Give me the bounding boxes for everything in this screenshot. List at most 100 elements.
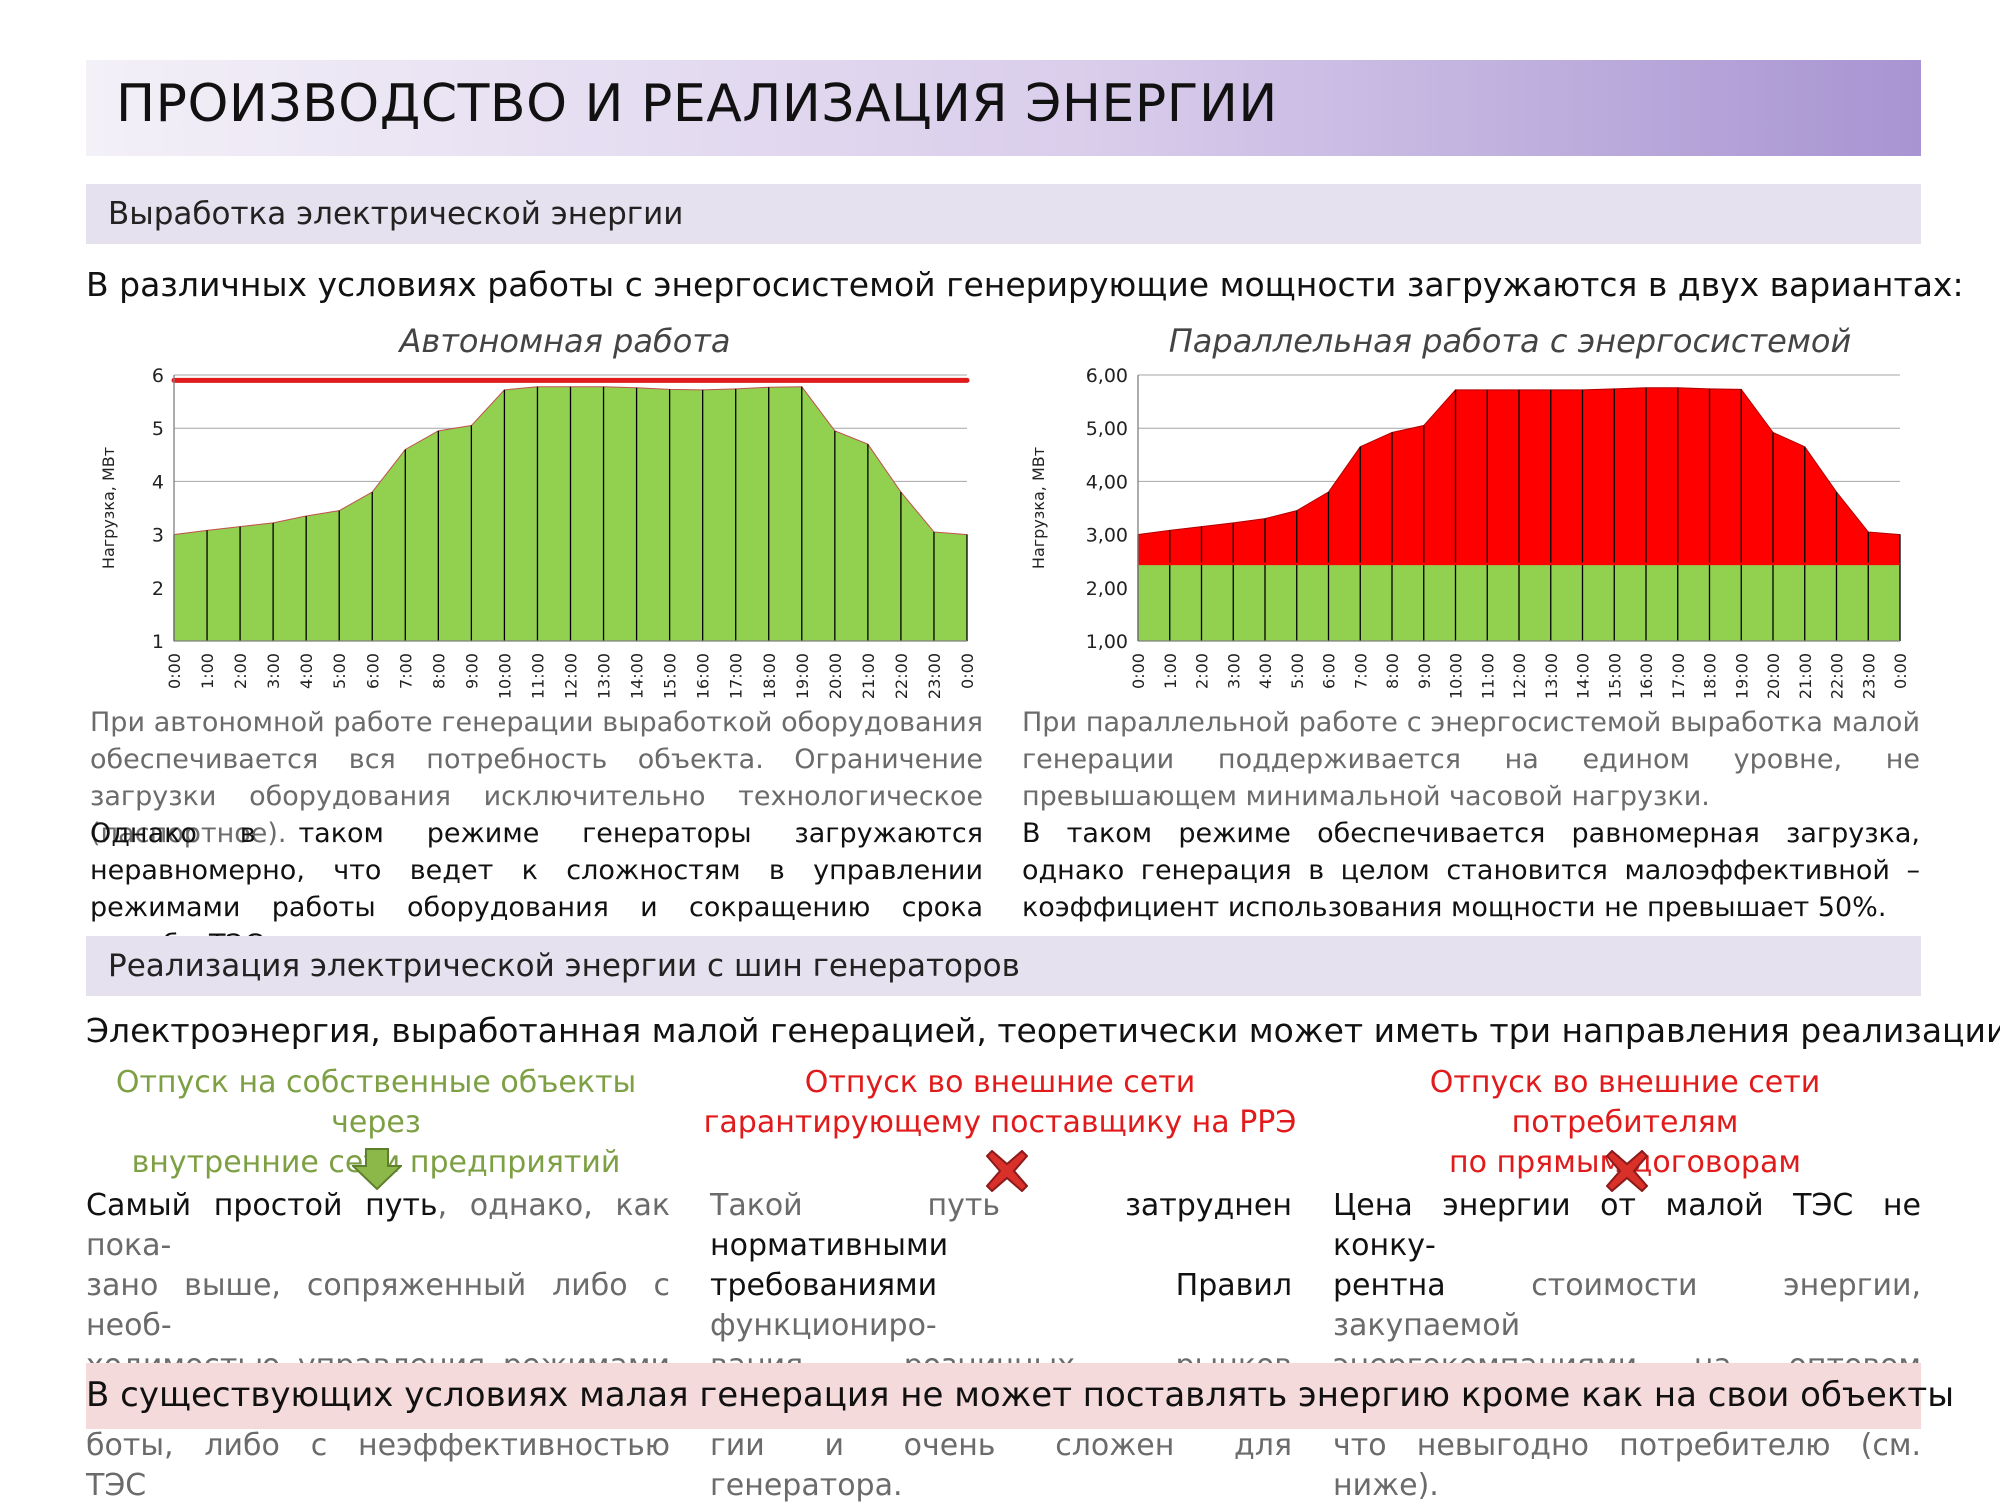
x-tick-label: 19:00 — [793, 653, 812, 699]
autonomous-description: При автономной работе генерации выработк… — [90, 707, 983, 849]
x-tick-label: 2:00 — [1193, 653, 1212, 689]
x-tick-label: 19:00 — [1732, 653, 1751, 699]
x-tick-label: 17:00 — [1669, 653, 1688, 699]
x-tick-label: 13:00 — [595, 653, 614, 699]
x-tick-label: 21:00 — [859, 653, 878, 699]
chart-title-parallel: Параллельная работа с энергосистемой — [1168, 322, 1852, 360]
x-tick-label: 0:00 — [165, 653, 184, 689]
x-tick-label: 14:00 — [1574, 653, 1593, 699]
option-text-emphasis: Цена энергии от малой ТЭС не конку- — [1333, 1188, 1921, 1263]
x-tick-label: 3:00 — [1224, 653, 1243, 689]
option-direct-contracts-title: Отпуск во внешние сети потребителям по п… — [1320, 1063, 1930, 1183]
x-tick-label: 22:00 — [1828, 653, 1847, 699]
x-tick-label: 15:00 — [1605, 653, 1624, 699]
section-header-sales: Реализация электрической энергии с шин г… — [86, 936, 1921, 996]
option-direct-contracts-text: Цена энергии от малой ТЭС не конку- рент… — [1333, 1186, 1921, 1506]
x-tick-label: 10:00 — [1447, 653, 1466, 699]
x-tick-label: 22:00 — [892, 653, 911, 699]
page-title: ПРОИЗВОДСТВО И РЕАЛИЗАЦИЯ ЭНЕРГИИ — [116, 74, 1278, 134]
option-title-line: Отпуск во внешние сети потребителям — [1429, 1065, 1821, 1140]
y-tick-label: 3 — [152, 525, 164, 547]
x-tick-label: 2:00 — [231, 653, 250, 689]
x-tick-label: 5:00 — [1288, 653, 1307, 689]
y-tick-label: 1 — [152, 631, 164, 653]
y-tick-label: 4,00 — [1086, 471, 1128, 493]
option-text-line: что невыгодно потребителю (см. ниже). — [1333, 1428, 1921, 1503]
option-text-emphasis: Самый простой путь — [86, 1188, 438, 1223]
option-text-emphasis: требованиями Правил — [710, 1268, 1292, 1303]
y-tick-label: 2,00 — [1086, 578, 1128, 600]
generation-headline: В различных условиях работы с энергосист… — [86, 265, 1964, 304]
y-tick-label: 1,00 — [1086, 631, 1128, 653]
x-tick-label: 16:00 — [1637, 653, 1656, 699]
y-axis-title: Нагрузка, МВт — [1029, 447, 1048, 569]
option-guaranteeing-supplier-title: Отпуск во внешние сети гарантирующему по… — [690, 1063, 1310, 1143]
x-tick-label: 12:00 — [562, 653, 581, 699]
x-tick-label: 18:00 — [760, 653, 779, 699]
x-tick-label: 6:00 — [1320, 653, 1339, 689]
y-axis-title: Нагрузка, МВт — [99, 447, 118, 569]
x-tick-label: 9:00 — [1415, 653, 1434, 689]
y-tick-label: 5,00 — [1086, 418, 1128, 440]
option-text-line: гии и очень сложен для генератора. — [710, 1428, 1292, 1503]
x-tick-label: 14:00 — [628, 653, 647, 699]
x-tick-label: 9:00 — [462, 653, 481, 689]
x-tick-label: 1:00 — [1161, 653, 1180, 689]
option-title-line: Отпуск на собственные объекты через — [115, 1065, 637, 1140]
option-title-line: гарантирующему поставщику на РРЭ — [703, 1105, 1297, 1140]
option-text-emphasis: рентна — [1333, 1268, 1446, 1303]
x-tick-label: 5:00 — [330, 653, 349, 689]
y-tick-label: 2 — [152, 578, 164, 600]
option-text-line: функциониро- — [710, 1308, 937, 1343]
option-text-line: , однако, как пока- — [86, 1188, 671, 1263]
x-tick-label: 0:00 — [958, 653, 977, 689]
option-text-line: зано выше, сопряженный либо с необ- — [86, 1268, 670, 1343]
section-title-sales: Реализация электрической энергии с шин г… — [108, 948, 1020, 984]
chart-autonomous: 1 2 3 4 5 6 0:00 1:00 2:00 3:00 4:00 5:00 6:00 7:00 8:… — [99, 365, 977, 699]
x-tick-label: 0:00 — [1891, 653, 1910, 689]
x-tick-label: 11:00 — [528, 653, 547, 699]
option-own-objects-text: Самый простой путь, однако, как пока- за… — [86, 1186, 670, 1506]
chart-parallel: 1,00 2,00 3,00 4,00 5,00 6,00 0:00 1:00 2:00 3:00… — [1029, 365, 1910, 699]
x-tick-label: 7:00 — [396, 653, 415, 689]
y-tick-label: 3,00 — [1086, 525, 1128, 547]
bottom-conclusion-band: В существующих условиях малая генерация … — [86, 1363, 1955, 1429]
x-tick-label: 3:00 — [264, 653, 283, 689]
y-tick-label: 6 — [152, 365, 164, 387]
x-tick-label: 10:00 — [495, 653, 514, 699]
option-text-line: боты, либо с неэффективностью ТЭС — [86, 1428, 670, 1503]
x-tick-label: 8:00 — [429, 653, 448, 689]
y-tick-label: 6,00 — [1086, 365, 1128, 387]
red-cross-icon — [1606, 1150, 1648, 1192]
y-tick-label: 4 — [152, 471, 164, 493]
parallel-conclusion: В таком режиме обеспечивается равномерна… — [1022, 818, 1920, 923]
x-tick-label: 16:00 — [694, 653, 713, 699]
title-band: ПРОИЗВОДСТВО И РЕАЛИЗАЦИЯ ЭНЕРГИИ — [86, 60, 1921, 156]
x-tick-label: 17:00 — [727, 653, 746, 699]
y-tick-label: 5 — [152, 418, 164, 440]
red-cross-icon — [986, 1150, 1028, 1192]
section-title-generation: Выработка электрической энергии — [108, 196, 684, 232]
x-tick-label: 21:00 — [1796, 653, 1815, 699]
bottom-conclusion: В существующих условиях малая генерация … — [86, 1375, 1955, 1415]
x-tick-label: 4:00 — [297, 653, 316, 689]
x-tick-label: 0:00 — [1129, 653, 1148, 689]
option-text-emphasis: затруднен нормативными — [710, 1188, 1292, 1263]
option-text-line: Такой путь — [710, 1188, 1125, 1223]
chart-title-autonomous: Автономная работа — [399, 322, 731, 360]
down-arrow-icon — [352, 1148, 402, 1190]
x-tick-label: 20:00 — [826, 653, 845, 699]
x-tick-label: 1:00 — [198, 653, 217, 689]
x-tick-label: 12:00 — [1510, 653, 1529, 699]
x-tick-label: 18:00 — [1701, 653, 1720, 699]
x-tick-label: 15:00 — [661, 653, 680, 699]
x-tick-label: 6:00 — [363, 653, 382, 689]
section-header-generation: Выработка электрической энергии — [86, 184, 1921, 244]
x-tick-label: 4:00 — [1256, 653, 1275, 689]
parallel-description: При параллельной работе с энергосистемой… — [1022, 707, 1920, 812]
x-tick-label: 7:00 — [1351, 653, 1370, 689]
option-title-line: Отпуск во внешние сети — [804, 1065, 1196, 1100]
x-tick-label: 11:00 — [1478, 653, 1497, 699]
option-text-line: стоимости энергии, закупаемой — [1333, 1268, 1921, 1343]
x-tick-label: 13:00 — [1542, 653, 1561, 699]
